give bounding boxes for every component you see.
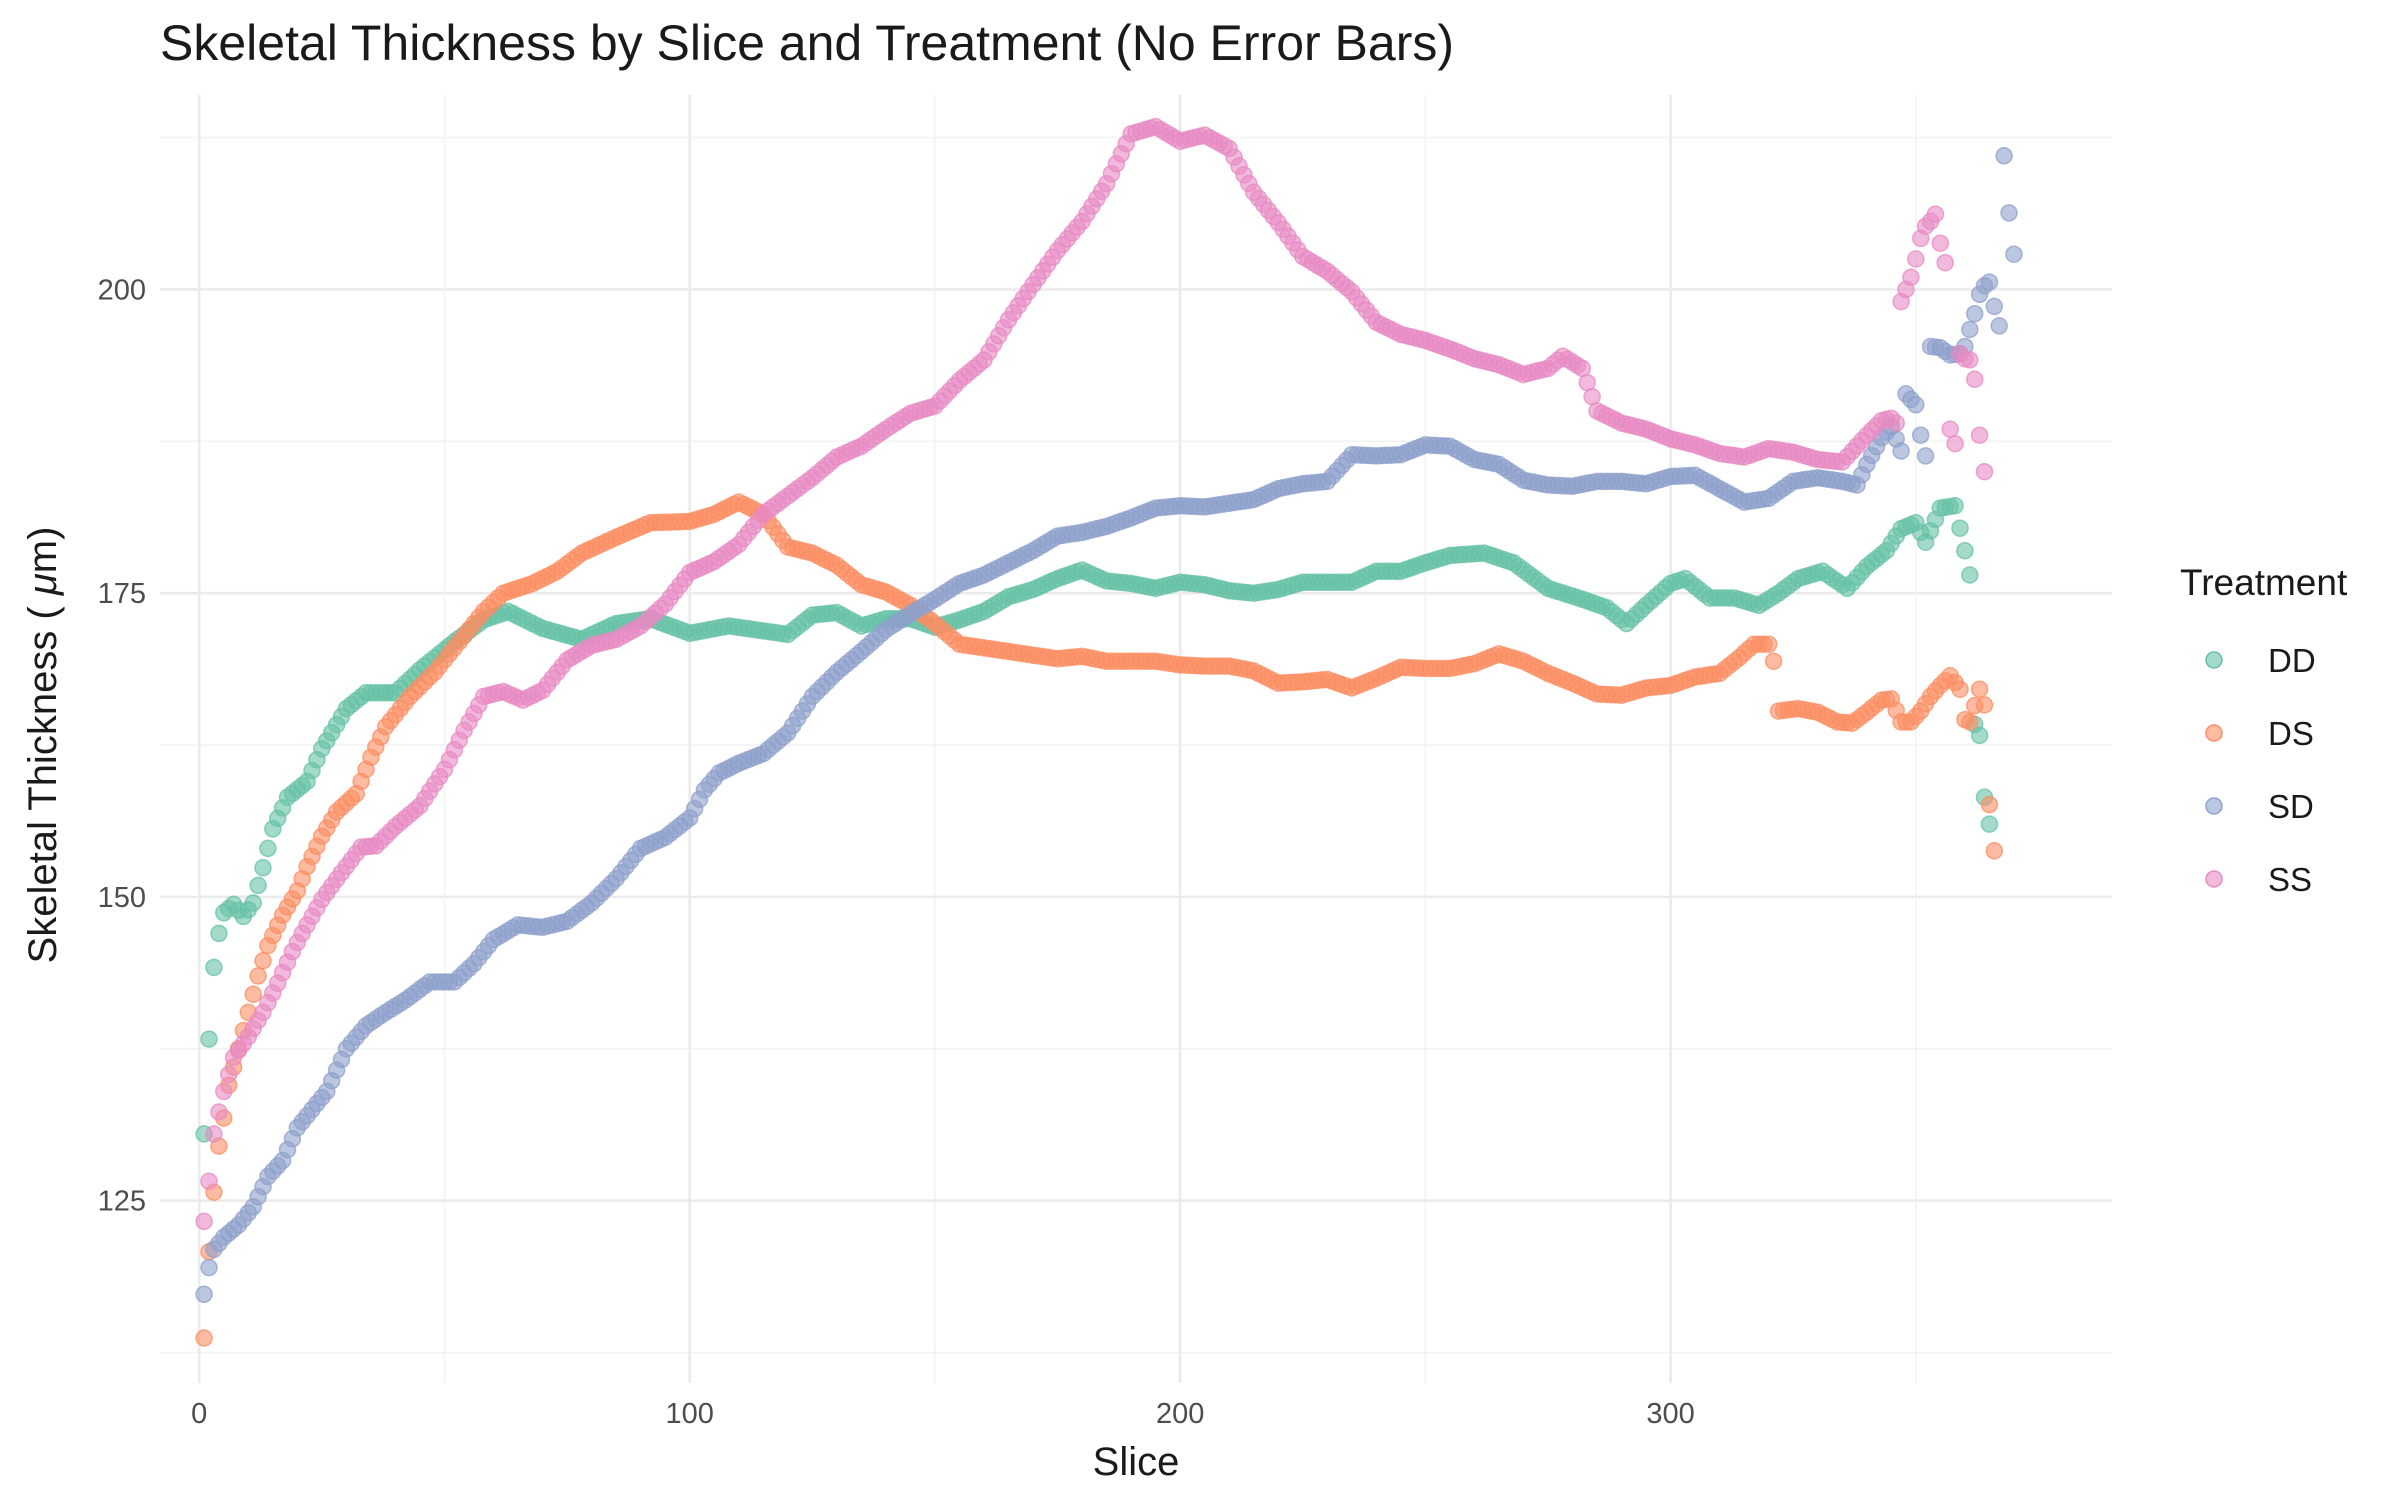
data-point xyxy=(1951,680,1969,698)
legend-key-ds xyxy=(2205,724,2223,742)
data-point xyxy=(1887,414,1905,432)
data-point xyxy=(205,958,223,977)
x-axis-title: Slice xyxy=(1093,1440,1180,1484)
data-point xyxy=(1916,447,1935,465)
y-axis-title: Skeletal Thickness ( μm) xyxy=(21,527,65,964)
data-point xyxy=(1965,304,1984,323)
data-point xyxy=(1926,205,1945,223)
y-axis-title-mu: μ xyxy=(21,573,65,596)
data-point xyxy=(1970,680,1989,698)
data-point xyxy=(259,839,277,858)
data-point xyxy=(1946,496,1964,515)
data-point xyxy=(249,967,267,985)
y-axis-title-prefix: Skeletal Thickness ( xyxy=(21,595,65,963)
data-point xyxy=(1961,713,1979,731)
y-tick-label: 150 xyxy=(98,882,146,914)
data-point xyxy=(195,1212,213,1231)
legend-key-ss xyxy=(2205,870,2223,888)
data-point xyxy=(210,924,228,943)
data-point xyxy=(1961,351,1979,369)
y-tick-label: 200 xyxy=(98,274,146,306)
legend: Treatment DD DS SD SS xyxy=(2180,562,2348,898)
data-point xyxy=(1975,462,1994,481)
data-point xyxy=(1941,420,1959,438)
data-point xyxy=(1980,795,1999,814)
y-tick-label: 125 xyxy=(98,1186,146,1218)
data-point xyxy=(1961,320,1979,339)
data-point xyxy=(1951,519,1969,537)
data-point xyxy=(1970,426,1989,444)
data-point xyxy=(195,1285,213,1304)
y-axis-title-suffix: m) xyxy=(21,527,65,574)
data-point xyxy=(1907,250,1925,268)
data-point xyxy=(2000,204,2018,222)
data-point xyxy=(200,1030,218,1048)
legend-key-sd xyxy=(2205,797,2223,815)
data-point xyxy=(195,1329,213,1347)
data-point xyxy=(1980,815,1999,833)
data-point xyxy=(1995,147,2013,165)
data-point xyxy=(200,1258,218,1277)
legend-label-dd: DD xyxy=(2268,642,2316,679)
data-point xyxy=(244,894,262,912)
legend-label-sd: SD xyxy=(2268,788,2314,825)
data-points xyxy=(195,117,2023,1347)
legend-title: Treatment xyxy=(2180,562,2348,603)
data-point xyxy=(1902,268,1920,287)
data-point xyxy=(1946,434,1964,453)
data-point xyxy=(205,1125,223,1143)
data-point xyxy=(200,1172,218,1191)
data-point xyxy=(244,985,262,1003)
data-point xyxy=(1911,426,1930,444)
data-point xyxy=(1956,541,1974,560)
data-point xyxy=(1990,317,2008,335)
x-axis-ticks: 0 100 200 300 xyxy=(191,1398,1695,1430)
data-point xyxy=(1936,253,1954,272)
grid-lines xyxy=(160,95,2112,1383)
data-point xyxy=(1970,726,1989,745)
x-tick-label: 0 xyxy=(191,1398,207,1430)
x-tick-label: 100 xyxy=(665,1398,713,1430)
data-point xyxy=(1975,696,1994,714)
y-tick-label: 175 xyxy=(98,578,146,610)
data-point xyxy=(1980,273,1999,291)
data-point xyxy=(254,859,272,877)
legend-key-dd xyxy=(2205,651,2223,669)
data-point xyxy=(1907,396,1925,414)
series-dd xyxy=(195,496,1999,1143)
data-point xyxy=(1931,234,1950,252)
series-ss xyxy=(195,117,1994,1231)
x-tick-label: 300 xyxy=(1646,1398,1694,1430)
legend-label-ss: SS xyxy=(2268,861,2312,898)
legend-label-ds: DS xyxy=(2268,715,2314,752)
data-point xyxy=(2005,245,2023,263)
data-point xyxy=(210,1103,228,1121)
data-point xyxy=(219,1065,238,1084)
y-axis-ticks: 125 150 175 200 xyxy=(98,274,146,1217)
data-point xyxy=(249,876,267,895)
data-point xyxy=(1965,370,1984,389)
chart-title: Skeletal Thickness by Slice and Treatmen… xyxy=(160,15,1454,71)
data-point xyxy=(1961,566,1979,584)
data-point xyxy=(1892,442,1910,460)
data-point xyxy=(254,952,272,970)
data-point xyxy=(1759,635,1778,653)
data-point xyxy=(1764,652,1783,670)
data-point xyxy=(1985,297,2004,316)
data-point xyxy=(215,1082,233,1101)
x-tick-label: 200 xyxy=(1156,1398,1204,1430)
data-point xyxy=(1985,842,2004,860)
series-sd xyxy=(195,147,2023,1304)
